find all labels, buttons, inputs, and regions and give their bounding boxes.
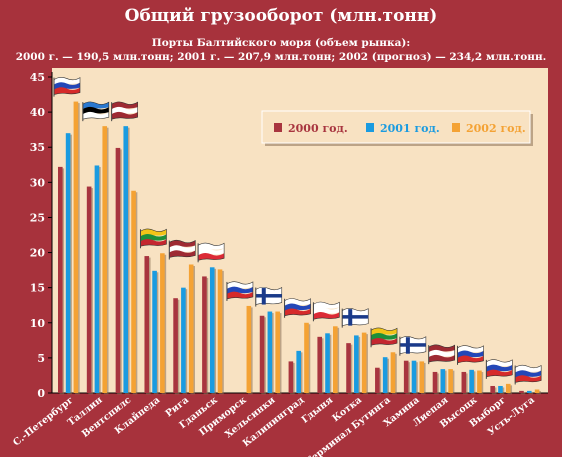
- bar-2001: [325, 333, 330, 393]
- bar-shadow: [520, 392, 526, 395]
- russia-flag: [457, 345, 484, 365]
- bar-2001: [152, 270, 157, 393]
- chart-subtitle-line1: Порты Балтийского моря (объем рынка):: [151, 37, 411, 49]
- y-tick-label: 30: [30, 176, 46, 189]
- bar-2000: [519, 390, 524, 393]
- bar-shadow: [528, 392, 534, 395]
- bar-2002: [505, 383, 511, 393]
- bar-2002: [131, 190, 136, 393]
- bar-2001: [354, 335, 359, 393]
- finland-flag: [255, 286, 283, 307]
- y-tick-label: 45: [30, 71, 45, 84]
- russia-flag: [284, 298, 311, 318]
- x-tick-label: Гдыня: [300, 395, 335, 426]
- y-tick-label: 35: [30, 141, 45, 154]
- y-tick-label: 5: [37, 352, 45, 365]
- bar-2002: [102, 126, 108, 394]
- bar-2002: [477, 370, 482, 393]
- russia-flag: [226, 281, 254, 301]
- lithuania-flag: [139, 228, 167, 249]
- latvia-flag: [428, 344, 456, 365]
- bar-2000: [288, 361, 294, 393]
- y-tick-label: 0: [37, 387, 45, 400]
- bar-2000: [490, 385, 495, 393]
- russia-flag: [53, 77, 81, 97]
- bar-2001: [296, 350, 301, 393]
- poland-flag: [197, 242, 225, 263]
- y-tick-label: 15: [30, 282, 45, 295]
- bar-2001: [267, 311, 273, 393]
- bar-2000: [461, 371, 467, 393]
- bar-2000: [144, 256, 150, 393]
- poland-flag: [312, 301, 340, 322]
- bar-2002: [275, 311, 280, 393]
- lithuania-flag: [370, 327, 398, 348]
- bar-2002: [333, 326, 338, 393]
- bar-2001: [411, 360, 417, 393]
- bar-2000: [115, 147, 121, 393]
- bar-2000: [259, 315, 265, 393]
- legend-label: 2002 год.: [466, 122, 526, 135]
- bar-2001: [65, 133, 71, 393]
- latvia-flag: [111, 101, 138, 122]
- bar-2001: [181, 287, 186, 393]
- bar-2002: [217, 269, 223, 393]
- bar-2002: [448, 369, 453, 393]
- bar-2000: [58, 166, 63, 393]
- chart-subtitle-line2: 2000 г. — 190,5 млн.тонн; 2001 г. — 207,…: [15, 51, 547, 63]
- russia-flag: [514, 364, 542, 385]
- chart-title: Общий грузооборот (млн.тонн): [124, 6, 438, 26]
- bar-2001: [123, 126, 129, 394]
- bar-2001: [382, 357, 388, 393]
- y-tick-label: 40: [30, 106, 46, 119]
- bar-2001: [526, 390, 532, 393]
- legend-swatch: [274, 123, 282, 132]
- bar-2000: [202, 276, 207, 393]
- y-tick-label: 20: [30, 247, 46, 260]
- bar-2002: [419, 361, 425, 393]
- bar-2000: [86, 186, 92, 393]
- bar-2002: [534, 389, 540, 393]
- bar-2000: [375, 367, 380, 393]
- latvia-flag: [168, 239, 196, 260]
- bar-2000: [432, 371, 438, 393]
- bar-2000: [173, 298, 178, 393]
- bar-2002: [246, 305, 252, 393]
- legend: [261, 110, 531, 144]
- bar-2001: [440, 369, 446, 393]
- bar-2002: [361, 332, 367, 393]
- legend-swatch: [452, 123, 460, 132]
- bar-2001: [498, 385, 503, 393]
- bar-2001: [94, 165, 100, 393]
- bar-2001: [469, 369, 474, 393]
- bar-2002: [188, 264, 194, 393]
- y-tick-label: 10: [30, 317, 46, 330]
- bar-2000: [346, 343, 351, 393]
- finland-flag: [341, 308, 369, 328]
- y-tick-label: 25: [30, 211, 45, 224]
- bar-2002: [304, 322, 309, 393]
- bar-2002: [390, 352, 396, 393]
- bar-2000: [403, 360, 409, 393]
- bar-2000: [317, 336, 323, 393]
- russia-flag: [485, 359, 513, 379]
- bar-2002: [73, 101, 79, 394]
- finland-flag: [399, 336, 427, 356]
- estonia-flag: [82, 101, 110, 122]
- legend-label: 2000 год.: [288, 122, 348, 135]
- legend-label: 2001 год.: [380, 122, 440, 135]
- bar-2002: [160, 253, 165, 393]
- legend-swatch: [366, 123, 374, 132]
- bar-2001: [209, 267, 215, 393]
